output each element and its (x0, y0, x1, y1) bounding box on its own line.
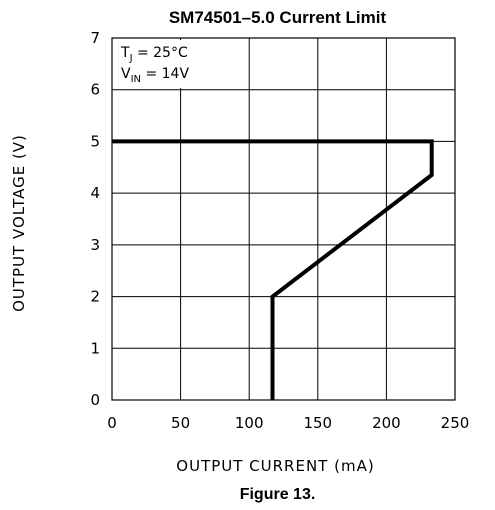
x-axis-label: OUTPUT CURRENT (mA) (176, 457, 374, 475)
y-tick-label: 1 (90, 339, 100, 357)
y-tick-label: 6 (90, 81, 100, 99)
y-tick-labels: 0 1 2 3 4 5 6 7 (90, 29, 100, 409)
y-tick-label: 4 (90, 184, 100, 202)
y-tick-label: 7 (90, 29, 100, 47)
x-tick-label: 50 (171, 414, 190, 432)
x-tick-label: 0 (107, 414, 117, 432)
chart-title: SM74501–5.0 Current Limit (168, 8, 387, 27)
conditions-annotation: TJ = 25°C VIN = 14V (114, 40, 229, 88)
y-tick-label: 3 (90, 236, 100, 254)
annotation-line: VIN = 14V (121, 66, 189, 85)
x-tick-label: 150 (303, 414, 332, 432)
series-line (112, 139, 434, 400)
y-axis-label: OUTPUT VOLTAGE (V) (10, 134, 28, 312)
x-tick-label: 250 (441, 414, 470, 432)
x-tick-label: 100 (235, 414, 264, 432)
y-tick-label: 0 (90, 391, 100, 409)
annotation-background (114, 40, 229, 88)
x-tick-labels: 0 50 100 150 200 250 (107, 414, 469, 432)
grid (111, 37, 456, 401)
x-tick-label: 200 (372, 414, 401, 432)
y-tick-label: 2 (90, 288, 100, 306)
annotation-line: TJ = 25°C (120, 45, 188, 64)
figure-caption: Figure 13. (239, 486, 316, 503)
plot-frame (111, 37, 456, 401)
y-tick-label: 5 (90, 132, 100, 150)
